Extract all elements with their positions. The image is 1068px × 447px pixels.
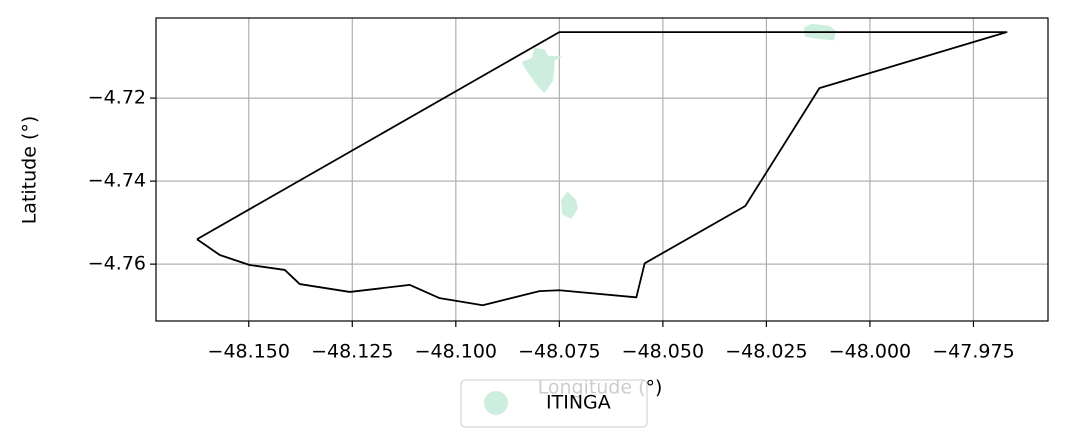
x-tick-label: −48.100: [415, 341, 497, 363]
grid: [156, 18, 1048, 321]
x-tick-label: −48.000: [829, 341, 911, 363]
ticks: −48.150 −48.125 −48.100 −48.075 −48.050 −48.0…: [88, 87, 1015, 363]
x-tick-label: −48.075: [518, 341, 600, 363]
legend-marker: [484, 391, 508, 415]
legend: ITINGA: [460, 379, 648, 428]
region-patch: [521, 47, 562, 94]
y-tick-label: −4.74: [88, 170, 146, 192]
x-tick-label: −48.125: [311, 341, 393, 363]
legend-box: [460, 379, 648, 428]
axes-frame: [155, 17, 1049, 322]
x-tick-label: −48.150: [208, 341, 290, 363]
x-tick-label: −48.050: [622, 341, 704, 363]
y-axis-label: Latitude (°): [19, 116, 41, 225]
plot-area: [196, 23, 1008, 307]
x-tick-label: −47.975: [932, 341, 1014, 363]
legend-label: ITINGA: [546, 392, 611, 414]
y-tick-label: −4.76: [88, 253, 146, 275]
y-tick-label: −4.72: [88, 87, 146, 109]
region-patch: [560, 191, 579, 219]
x-tick-label: −48.025: [725, 341, 807, 363]
boundary-line: [196, 31, 1008, 307]
